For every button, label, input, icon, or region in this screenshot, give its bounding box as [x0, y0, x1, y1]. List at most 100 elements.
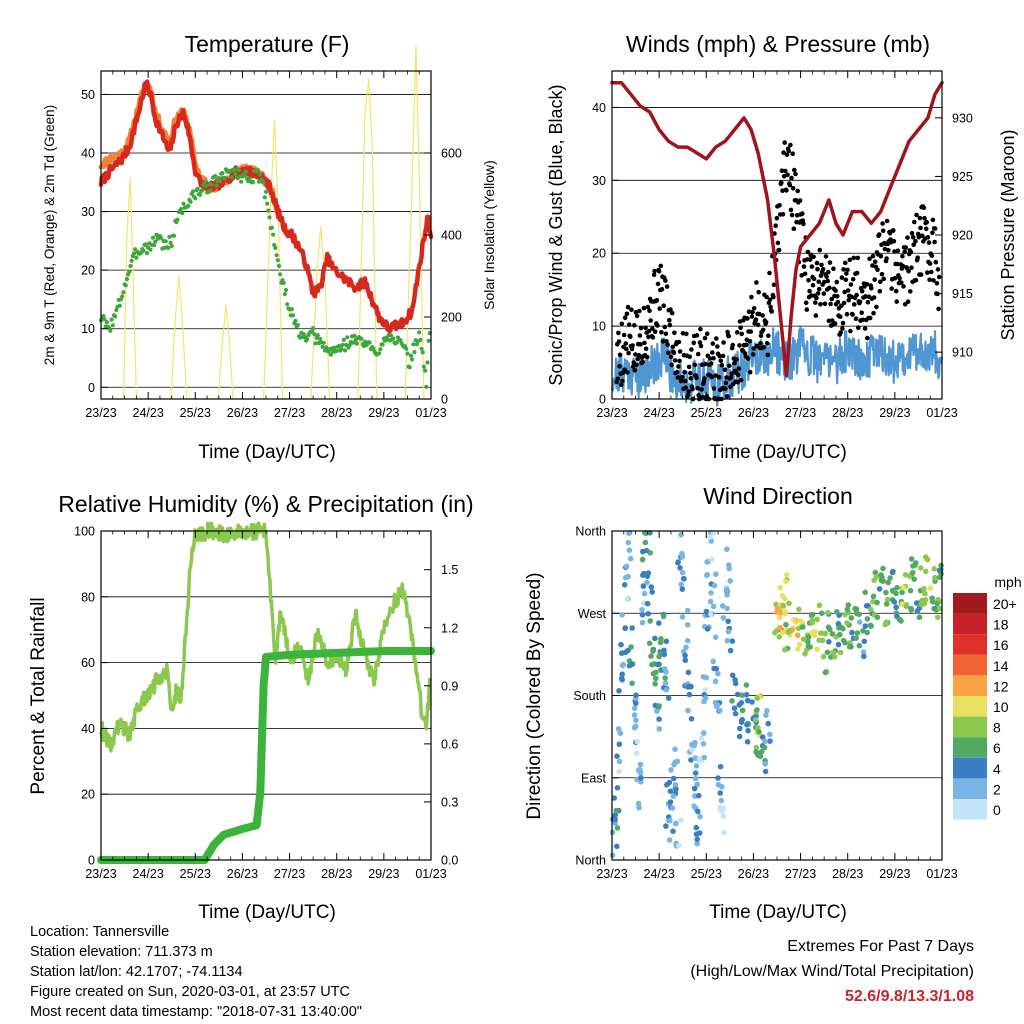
y-tick-label: North [575, 525, 606, 539]
gust-point [750, 352, 756, 357]
direction-point [667, 799, 674, 805]
direction-point [796, 606, 802, 613]
dewpoint-point [269, 225, 274, 230]
direction-point [652, 681, 658, 687]
legend-swatch [953, 757, 987, 779]
gust-point [908, 249, 914, 255]
direction-point [725, 618, 731, 625]
direction-point [697, 813, 703, 820]
gust-point [789, 175, 794, 181]
direction-point [704, 626, 711, 632]
gust-point [869, 286, 874, 291]
dewpoint-point [200, 187, 205, 193]
direction-point [679, 586, 686, 592]
dewpoint-point [278, 272, 283, 277]
series-layer [97, 521, 435, 864]
direction-point [726, 562, 732, 568]
direction-point [691, 785, 698, 792]
gust-point [767, 297, 773, 303]
direction-point [861, 653, 867, 660]
dewpoint-point [123, 283, 128, 288]
gust-point [663, 278, 668, 283]
direction-point [880, 565, 886, 572]
gust-point [818, 273, 824, 279]
direction-point [622, 574, 629, 581]
y-tick-label: East [581, 771, 607, 785]
direction-point [660, 613, 667, 620]
axes-frame: 23/23 24/23 25/23 26/23 27/23 28/23 29/23 01/23… [81, 70, 462, 420]
direction-point [685, 669, 692, 676]
series-layer [610, 80, 944, 407]
dewpoint-point [342, 348, 348, 353]
direction-point [682, 652, 688, 659]
direction-point [819, 637, 826, 644]
direction-point [629, 661, 636, 667]
direction-point [685, 707, 691, 714]
direction-point [745, 727, 751, 734]
humidity-title: Relative Humidity (%) & Precipitation (i… [58, 491, 473, 517]
gust-point [711, 386, 717, 391]
gust-point [727, 363, 732, 369]
gust-point [783, 168, 788, 174]
temperature-title: Temperature (F) [185, 31, 350, 57]
gust-point [919, 233, 925, 238]
direction-point [640, 572, 646, 578]
direction-point [708, 590, 714, 596]
dewpoint-point [281, 280, 286, 285]
direction-point [656, 716, 662, 722]
y-tick-label: 40 [81, 147, 95, 161]
gust-point [854, 292, 859, 298]
dewpoint-point [128, 263, 133, 269]
x-tick-label: 01/23 [926, 406, 957, 420]
direction-point [795, 646, 801, 652]
direction-point [708, 611, 714, 618]
gust-point [676, 364, 681, 369]
gust-point [929, 253, 935, 258]
gust-point [853, 316, 859, 322]
direction-point [703, 608, 710, 615]
gust-point [930, 217, 936, 223]
legend-swatch [953, 716, 987, 738]
direction-point [921, 585, 927, 592]
direction-point [867, 622, 874, 629]
direction-point [665, 695, 672, 701]
precip-line [97, 647, 435, 864]
gust-point [615, 376, 621, 382]
dewpoint-point [209, 182, 214, 187]
dewpoint-point [405, 351, 410, 356]
x-tick-label: 23/23 [596, 406, 627, 420]
y-right-tick-label: 0.9 [441, 679, 458, 693]
direction-point [809, 629, 815, 636]
direction-point [860, 649, 867, 655]
direction-point [667, 817, 673, 824]
gust-point [933, 259, 939, 265]
dewpoint-point [203, 183, 208, 188]
dewpoint-point [295, 323, 300, 328]
gust-point [826, 318, 832, 324]
direction-point [874, 614, 881, 620]
axes-frame: 23/23 24/23 25/23 26/23 27/23 28/23 29/23 01/23… [74, 525, 458, 882]
direction-point [753, 713, 759, 719]
dewpoint-point [271, 232, 276, 237]
direction-point [645, 570, 652, 576]
direction-point [861, 638, 868, 645]
gust-point [815, 291, 821, 296]
legend-swatch [953, 778, 987, 799]
direction-point [725, 628, 732, 635]
humidity-ylabel: Percent & Total Rainfall [28, 597, 49, 794]
gust-point [929, 269, 934, 275]
dewpoint-point [318, 336, 323, 342]
direction-point [679, 614, 686, 620]
direction-point [753, 744, 760, 751]
gust-point [642, 340, 647, 346]
gust-point [892, 276, 898, 281]
direction-point [694, 840, 700, 847]
direction-point [695, 808, 701, 815]
gust-point [854, 270, 860, 276]
gust-point [677, 349, 683, 354]
direction-point [908, 605, 914, 612]
direction-point [873, 574, 880, 580]
temperature-panel: Temperature (F) Time (Day/UTC) 2m & 9m T… [42, 31, 497, 463]
gust-point [884, 256, 889, 261]
